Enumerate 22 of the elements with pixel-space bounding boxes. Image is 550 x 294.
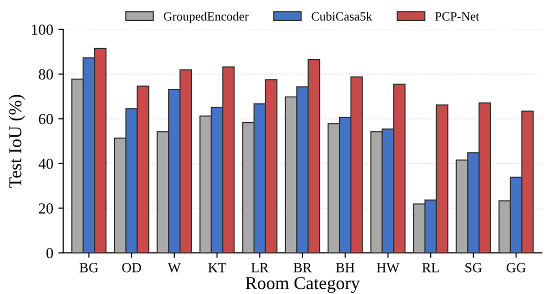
x-tick-label: GG bbox=[506, 263, 526, 272]
x-tick-label: RL bbox=[422, 263, 439, 272]
y-tick-label: 40 bbox=[38, 158, 53, 169]
y-tick-label: 0 bbox=[46, 248, 53, 258]
x-tick-label: BG bbox=[80, 263, 98, 272]
y-tick-label: 60 bbox=[38, 114, 53, 124]
y-axis-title: Test IoU (%) bbox=[8, 94, 26, 188]
x-tick-label: HW bbox=[376, 263, 400, 272]
y-tick-label: 80 bbox=[38, 69, 53, 80]
x-tick-label: KT bbox=[208, 263, 226, 272]
y-tick-label: 20 bbox=[38, 203, 53, 214]
x-tick-label: OD bbox=[122, 263, 142, 272]
y-tick-label: 100 bbox=[32, 24, 53, 35]
x-tick-label: BH bbox=[336, 263, 354, 272]
x-tick-label: SG bbox=[465, 263, 482, 272]
x-axis-title: Room Category bbox=[246, 277, 360, 293]
legend-label: CubiCasa5k bbox=[312, 12, 372, 21]
x-tick-label: BR bbox=[294, 263, 312, 272]
legend-label: PCP-Net bbox=[435, 12, 480, 21]
legend-label: GroupedEncoder bbox=[164, 12, 249, 24]
x-tick-label: LR bbox=[251, 263, 269, 272]
x-tick-label: W bbox=[168, 263, 181, 272]
